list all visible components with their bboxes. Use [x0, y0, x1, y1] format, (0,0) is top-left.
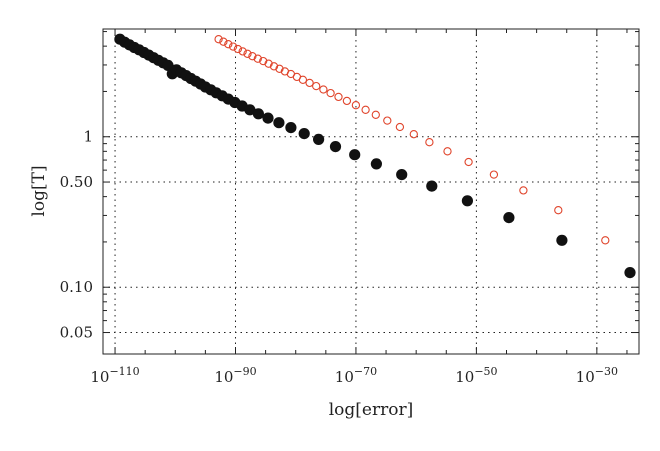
- open-data-point: [214, 35, 223, 44]
- open-data-point: [351, 101, 361, 110]
- y-tick-label: 1: [83, 128, 93, 146]
- open-data-point: [554, 206, 563, 215]
- open-data-point: [264, 59, 273, 68]
- filled-data-point: [349, 149, 361, 161]
- open-data-point: [443, 147, 452, 156]
- open-data-point: [312, 81, 321, 91]
- filled-data-point: [329, 141, 342, 153]
- y-tick-label: 0.50: [60, 173, 93, 191]
- tick-labels: 10−110 10−90 10−70 10−50 10−30 1 0.50 0.10 0.05: [60, 128, 618, 386]
- x-tick-label: 10−90: [214, 365, 256, 386]
- filled-data-point: [556, 234, 568, 246]
- open-data-point: [409, 130, 418, 139]
- filled-data-point: [461, 195, 473, 207]
- open-data-point: [275, 64, 284, 73]
- open-data-point: [228, 42, 238, 51]
- open-data-point: [248, 52, 257, 61]
- open-data-point: [383, 116, 392, 125]
- filled-data-point: [285, 122, 297, 134]
- open-data-point: [259, 56, 268, 66]
- open-data-point: [519, 186, 528, 195]
- open-data-point: [489, 170, 499, 179]
- y-tick-label: 0.05: [60, 324, 93, 342]
- open-data-point: [269, 62, 279, 71]
- x-tick-label: 10−50: [455, 365, 497, 386]
- axis-ticks: [103, 29, 639, 354]
- open-data-point: [464, 157, 473, 167]
- open-data-point: [371, 110, 380, 119]
- open-data-point: [342, 96, 352, 106]
- filled-data-point: [244, 104, 256, 116]
- filled-data-point: [624, 267, 636, 279]
- filled-data-point: [298, 128, 310, 140]
- filled-data-point: [262, 112, 274, 124]
- filled-data-point: [313, 133, 325, 145]
- open-data-point: [395, 122, 405, 132]
- open-data-point: [361, 105, 370, 114]
- y-axis-label: log[T]: [29, 165, 49, 216]
- x-axis-label: log[error]: [329, 400, 414, 420]
- open-data-point: [224, 40, 233, 49]
- filled-data-point: [252, 108, 264, 120]
- open-data-point: [238, 47, 247, 56]
- open-data-point: [219, 37, 228, 46]
- open-data-point: [319, 85, 328, 94]
- open-data-point: [253, 54, 262, 63]
- x-tick-label: 10−70: [335, 365, 377, 386]
- x-tick-label: 10−110: [90, 365, 139, 386]
- open-data-point: [233, 44, 243, 54]
- filled-data-point: [162, 59, 174, 71]
- data-points: [114, 33, 636, 279]
- y-tick-label: 0.10: [60, 278, 93, 296]
- open-data-point: [601, 236, 610, 245]
- filled-data-point: [396, 169, 408, 181]
- open-data-point: [326, 88, 335, 98]
- open-data-point: [243, 49, 252, 58]
- grid-lines: [103, 29, 639, 354]
- open-data-point: [298, 75, 308, 84]
- open-data-point: [425, 138, 434, 147]
- filled-data-point: [273, 117, 285, 129]
- x-tick-label: 10−30: [576, 365, 618, 386]
- plot-frame: [102, 28, 640, 355]
- filled-data-point: [503, 212, 515, 224]
- filled-data-point: [426, 180, 438, 192]
- filled-data-point: [370, 158, 382, 170]
- open-data-point: [334, 92, 343, 102]
- open-data-point: [305, 78, 314, 88]
